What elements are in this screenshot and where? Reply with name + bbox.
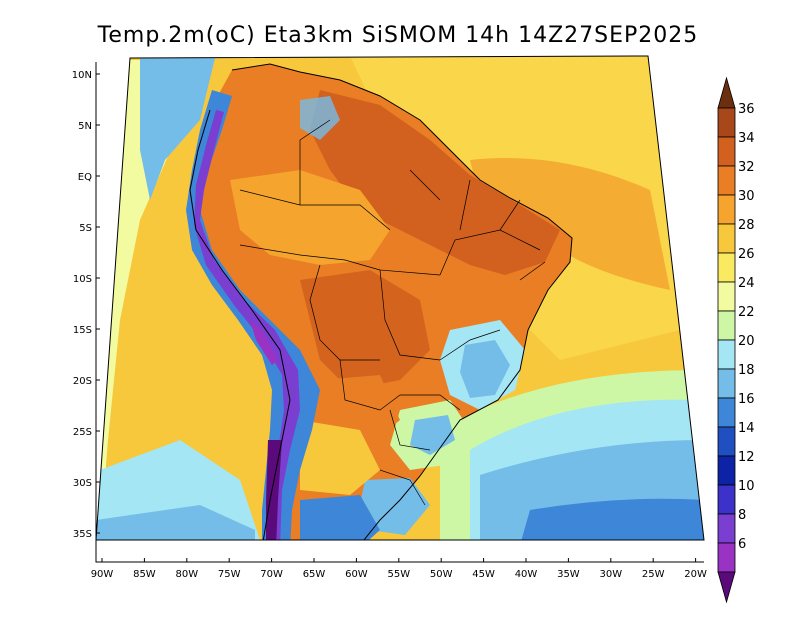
colorbar-label: 30	[738, 189, 755, 204]
lon-tick-label: 40W	[515, 569, 538, 580]
colorbar-label: 8	[738, 508, 746, 523]
colorbar-label: 20	[738, 334, 755, 349]
colorbar-box	[717, 397, 736, 428]
colorbar-box	[717, 339, 736, 370]
lat-tick-label: 10N	[72, 70, 92, 81]
colorbar-label: 28	[738, 218, 755, 233]
colorbar-label: 34	[738, 131, 755, 146]
colorbar-box	[717, 426, 736, 457]
lon-tick-label: 55W	[387, 569, 410, 580]
colorbar-label: 14	[738, 421, 755, 436]
colorbar-label: 16	[738, 392, 755, 407]
lon-tick-label: 85W	[133, 569, 156, 580]
colorbar-box	[717, 310, 736, 341]
andes-peak	[266, 440, 282, 540]
lat-tick-label: 20S	[73, 376, 92, 387]
coastline	[231, 63, 573, 540]
map-frame	[95, 55, 705, 541]
andes-peak-2	[250, 320, 278, 365]
colorbar-label: 10	[738, 479, 755, 494]
colorbar-box	[717, 484, 736, 515]
latitude-axis: 10N 5N EQ 5S 10S 15S 20S 25S 30S 35S	[72, 70, 100, 540]
colorbar-box	[717, 194, 736, 225]
lat-tick-label: 15S	[73, 325, 92, 336]
colorbar-box	[717, 281, 736, 312]
lon-tick-label: 20W	[684, 569, 707, 580]
colorbar-box	[717, 513, 736, 544]
lat-tick-label: 5S	[79, 223, 92, 234]
south-atlantic-deep	[520, 498, 704, 540]
colorbar: 36 34 32 30 28 26 24 22 20 18 16 14 12 10 8 6	[717, 76, 755, 604]
lat-tick-label: 35S	[73, 529, 92, 540]
pacific-cool	[140, 58, 215, 200]
amazon-mild	[230, 170, 390, 265]
map-panel: 10N 5N EQ 5S 10S 15S 20S 25S 30S 35S 90W 85W 80W 75W…	[72, 55, 707, 580]
west-coastline	[189, 109, 291, 540]
lat-tick-label: 10S	[73, 274, 92, 285]
colorbar-label: 26	[738, 247, 755, 262]
colorbar-label: 24	[738, 276, 755, 291]
colorbar-top-arrow	[717, 76, 736, 109]
colorbar-box	[717, 107, 736, 138]
colorbar-box	[717, 455, 736, 486]
lon-tick-label: 75W	[218, 569, 241, 580]
lon-tick-label: 60W	[345, 569, 368, 580]
colorbar-box	[717, 223, 736, 254]
andes-high	[194, 110, 300, 540]
colorbar-label: 18	[738, 363, 755, 378]
map-title: Temp.2m(oC) Eta3km SiSMOM 14h 14Z27SEP20…	[97, 23, 699, 48]
lat-tick-label: 25S	[73, 427, 92, 438]
map-axis-box	[95, 62, 704, 563]
colorbar-box	[717, 368, 736, 399]
pacific-south-cooler	[96, 505, 255, 540]
colorbar-box	[717, 252, 736, 283]
colorbar-label: 6	[738, 537, 746, 552]
lon-tick-label: 35W	[557, 569, 580, 580]
lon-tick-label: 25W	[642, 569, 665, 580]
pampas-cool	[300, 495, 380, 540]
colorbar-box	[717, 136, 736, 167]
colorbar-label: 32	[738, 160, 755, 175]
lat-tick-label: EQ	[78, 172, 92, 183]
uruguay-cool	[360, 478, 430, 535]
political-borders	[239, 119, 546, 506]
colorbar-bottom-arrow	[717, 571, 736, 604]
colorbar-label: 12	[738, 450, 755, 465]
southeast-cooler	[460, 340, 510, 398]
lon-tick-label: 65W	[303, 569, 326, 580]
lon-tick-label: 30W	[599, 569, 622, 580]
lon-tick-label: 70W	[260, 569, 283, 580]
lon-tick-label: 90W	[91, 569, 114, 580]
continent-hot	[310, 90, 560, 275]
guiana-cool	[300, 96, 340, 140]
lon-tick-label: 80W	[175, 569, 198, 580]
colorbar-box	[717, 542, 736, 573]
lat-tick-label: 5N	[78, 121, 92, 132]
south-brazil-cooler	[410, 415, 455, 455]
central-warm	[300, 270, 430, 390]
atlantic-orange	[470, 158, 670, 290]
colorbar-label: 22	[738, 305, 755, 320]
lon-tick-label: 50W	[430, 569, 453, 580]
colorbar-box	[717, 165, 736, 196]
argentina-yellow	[300, 420, 380, 495]
colorbar-label: 36	[738, 102, 755, 117]
lat-tick-label: 30S	[73, 478, 92, 489]
lon-tick-label: 45W	[472, 569, 495, 580]
longitude-axis: 90W 85W 80W 75W 70W 65W 60W 55W 50W 45W 40W 35W 30W 2…	[91, 558, 707, 580]
